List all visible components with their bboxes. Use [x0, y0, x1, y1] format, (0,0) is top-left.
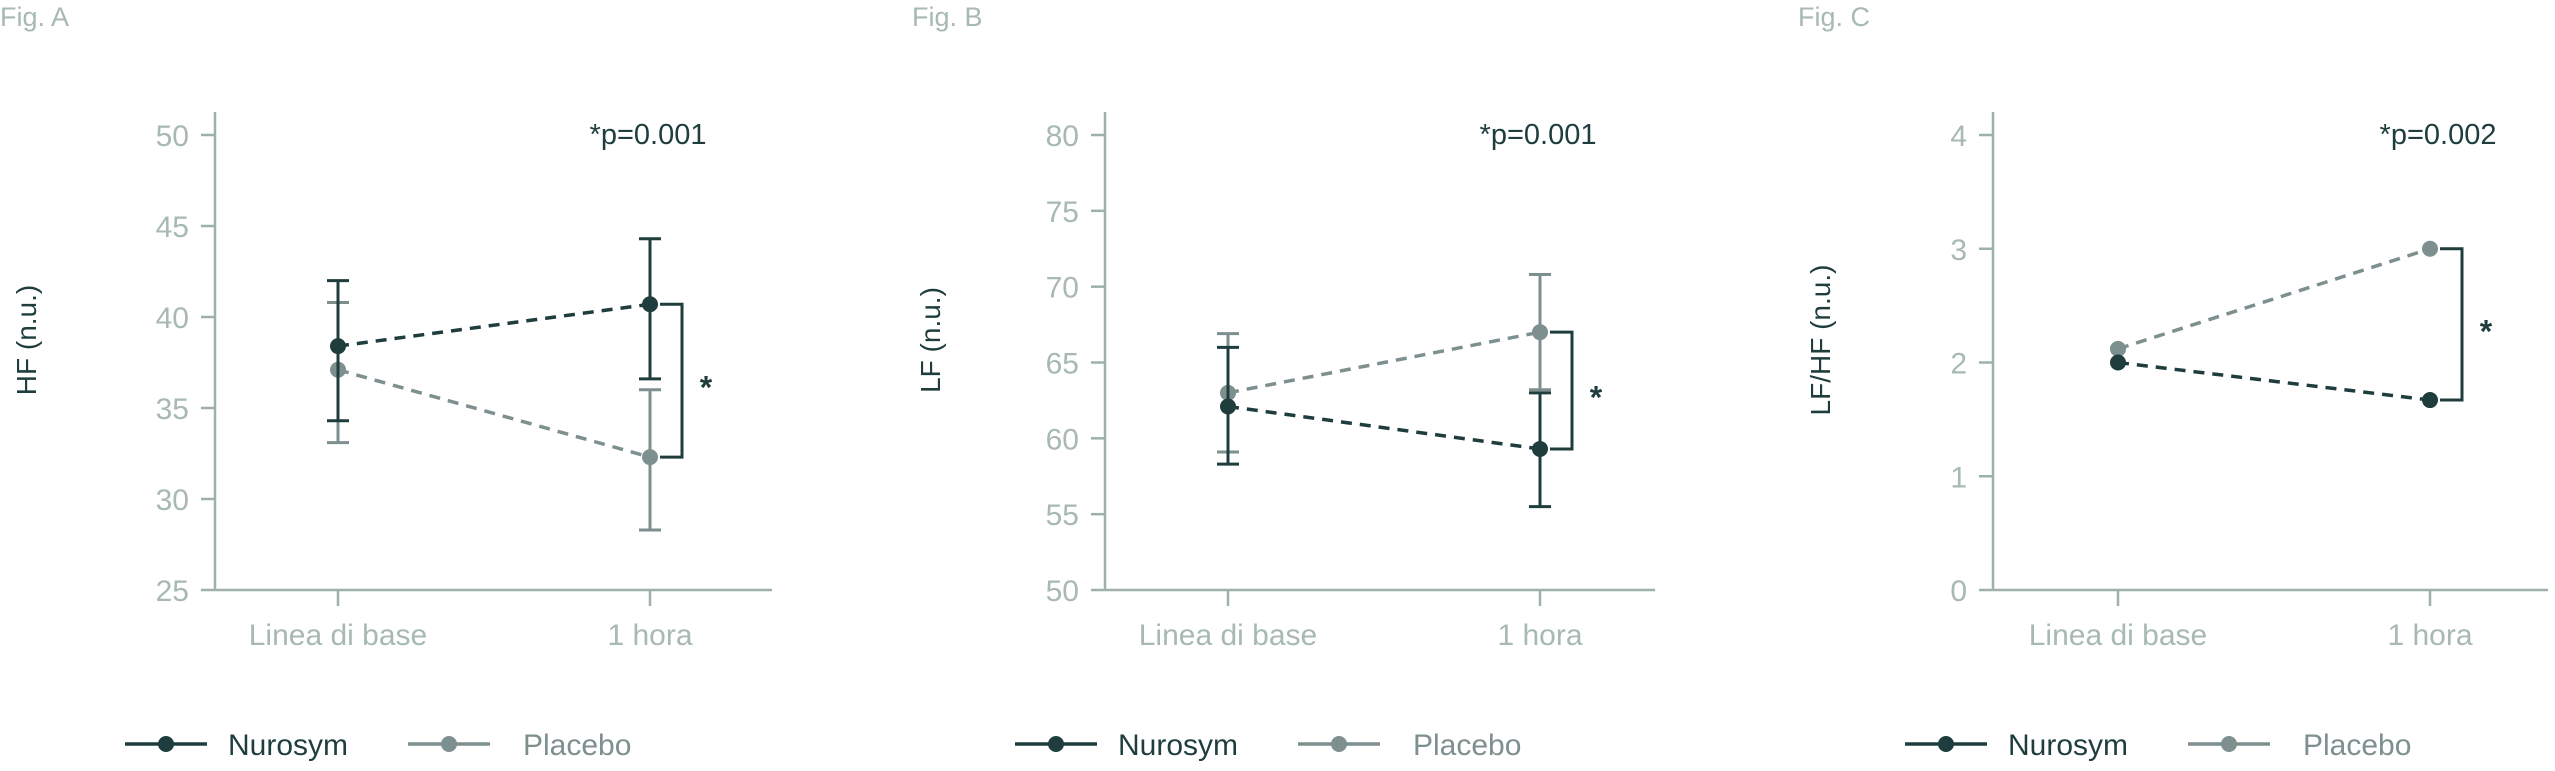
legend-nurosym-marker — [158, 736, 174, 752]
annotation-a: *p=0.001 — [590, 119, 707, 151]
nurosym-point — [2110, 354, 2126, 371]
y-tick-label: 75 — [1046, 196, 1079, 229]
panel-b: Fig. B LF (n.u.) *p=0.001 50 55 60 65 70 75 80… — [912, 2, 1655, 762]
placebo-point — [2422, 240, 2438, 257]
x-tick-label: 1 hora — [2387, 619, 2472, 652]
significance-bracket — [660, 302, 684, 459]
placebo-point — [1532, 324, 1548, 341]
legend-nurosym-label: Nurosym — [228, 729, 348, 762]
placebo-point — [2110, 340, 2126, 357]
fig-label-c: Fig. C — [1798, 2, 1870, 32]
nurosym-point — [1220, 398, 1236, 415]
y-tick-label: 65 — [1046, 348, 1079, 381]
legend-placebo-marker — [1331, 736, 1347, 752]
placebo-series-line — [2117, 247, 2431, 351]
y-tick-label: 80 — [1046, 120, 1079, 153]
nurosym-series-line — [337, 302, 651, 348]
panel-c: Fig. C LF/HF (n.u.) *p=0.002 0 1 2 3 4 Linea … — [1798, 2, 2548, 762]
annotation-c: *p=0.002 — [2380, 119, 2497, 151]
x-tick-label: Linea di base — [1139, 619, 1317, 652]
legend-nurosym-label: Nurosym — [2008, 729, 2128, 762]
x-tick-label: 1 hora — [1497, 619, 1582, 652]
legend-placebo-marker — [2221, 736, 2237, 752]
significance-bracket — [1550, 330, 1574, 451]
y-tick-label: 50 — [156, 120, 189, 153]
y-tick-label: 0 — [1950, 575, 1967, 608]
fig-label-a: Fig. A — [0, 2, 69, 32]
legend-placebo-label: Placebo — [2303, 729, 2411, 762]
y-tick-label: 45 — [156, 211, 189, 244]
y-tick-label: 3 — [1950, 234, 1967, 267]
placebo-series-line — [337, 368, 651, 459]
y-axis-label-a: HF (n.u.) — [11, 285, 42, 395]
x-tick-label: 1 hora — [607, 619, 692, 652]
y-tick-label: 35 — [156, 393, 189, 426]
nurosym-series-line — [2117, 360, 2431, 402]
significance-star: * — [700, 370, 713, 406]
y-tick-label: 30 — [156, 484, 189, 517]
legend-nurosym-marker — [1938, 736, 1954, 752]
significance-star: * — [1590, 380, 1603, 416]
legend-placebo-label: Placebo — [1413, 729, 1521, 762]
x-tick-label: Linea di base — [2029, 619, 2207, 652]
nurosym-point — [642, 296, 658, 313]
plot-area-c: 0 1 2 3 4 Linea di base 1 hora * Nurosym Placebo — [1905, 112, 2548, 762]
nurosym-point — [1532, 440, 1548, 457]
legend-placebo-label: Placebo — [523, 729, 631, 762]
nurosym-point — [330, 338, 346, 355]
y-tick-label: 60 — [1046, 423, 1079, 456]
legend-nurosym-label: Nurosym — [1118, 729, 1238, 762]
y-tick-label: 25 — [156, 575, 189, 608]
y-tick-label: 55 — [1046, 499, 1079, 532]
significance-bracket — [2440, 247, 2464, 402]
y-tick-label: 50 — [1046, 575, 1079, 608]
y-tick-label: 70 — [1046, 272, 1079, 305]
y-tick-label: 40 — [156, 302, 189, 335]
panel-a: Fig. A HF (n.u.) *p=0.001 25 30 35 40 45 50 Li… — [0, 2, 772, 762]
y-tick-label: 1 — [1950, 461, 1967, 494]
placebo-series-line — [1227, 330, 1541, 395]
annotation-b: *p=0.001 — [1480, 119, 1597, 151]
plot-area-b: 50 55 60 65 70 75 80 Linea di base 1 hora * Nurosy… — [1015, 112, 1655, 762]
placebo-point — [642, 449, 658, 466]
nurosym-series-line — [1227, 404, 1541, 451]
significance-star: * — [2480, 313, 2493, 349]
y-tick-label: 2 — [1950, 348, 1967, 381]
y-axis-label-c: LF/HF (n.u.) — [1805, 265, 1836, 416]
fig-label-b: Fig. B — [912, 2, 983, 32]
x-tick-label: Linea di base — [249, 619, 427, 652]
legend-placebo-marker — [441, 736, 457, 752]
nurosym-point — [2422, 392, 2438, 409]
y-axis-label-b: LF (n.u.) — [915, 287, 946, 393]
y-tick-label: 4 — [1950, 120, 1967, 153]
legend-nurosym-marker — [1048, 736, 1064, 752]
plot-area-a: 25 30 35 40 45 50 Linea di base 1 hora * Nurosym P… — [125, 112, 772, 762]
